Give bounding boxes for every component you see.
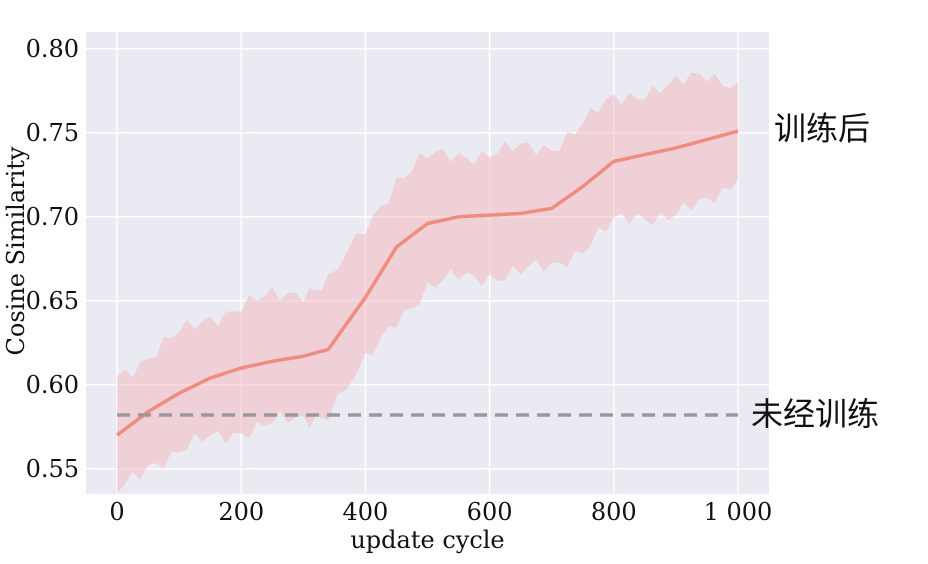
y-tick-label: 0.80 bbox=[26, 35, 79, 63]
y-tick-label: 0.65 bbox=[26, 287, 79, 315]
x-tick-label: 800 bbox=[591, 498, 637, 526]
y-tick-label: 0.70 bbox=[26, 203, 79, 231]
x-axis-label: update cycle bbox=[350, 526, 504, 554]
y-tick-label: 0.60 bbox=[26, 371, 79, 399]
axis-ticks: 0 200 400 600 800 1 000 0.55 0.60 0.65 0.70 0.75 0.… bbox=[26, 35, 773, 526]
annotation-untrained: 未经训练 bbox=[751, 395, 879, 433]
x-tick-label: 1 000 bbox=[704, 498, 773, 526]
x-tick-label: 200 bbox=[218, 498, 264, 526]
annotation-trained: 训练后 bbox=[774, 110, 870, 148]
y-tick-label: 0.55 bbox=[26, 455, 79, 483]
trained-mean-line bbox=[115, 129, 739, 437]
x-tick-label: 400 bbox=[343, 498, 389, 526]
std-band bbox=[117, 72, 738, 493]
x-tick-label: 600 bbox=[467, 498, 513, 526]
y-axis-label: Cosine Similarity bbox=[2, 146, 30, 355]
x-tick-label: 0 bbox=[109, 498, 124, 526]
y-tick-label: 0.75 bbox=[26, 119, 79, 147]
